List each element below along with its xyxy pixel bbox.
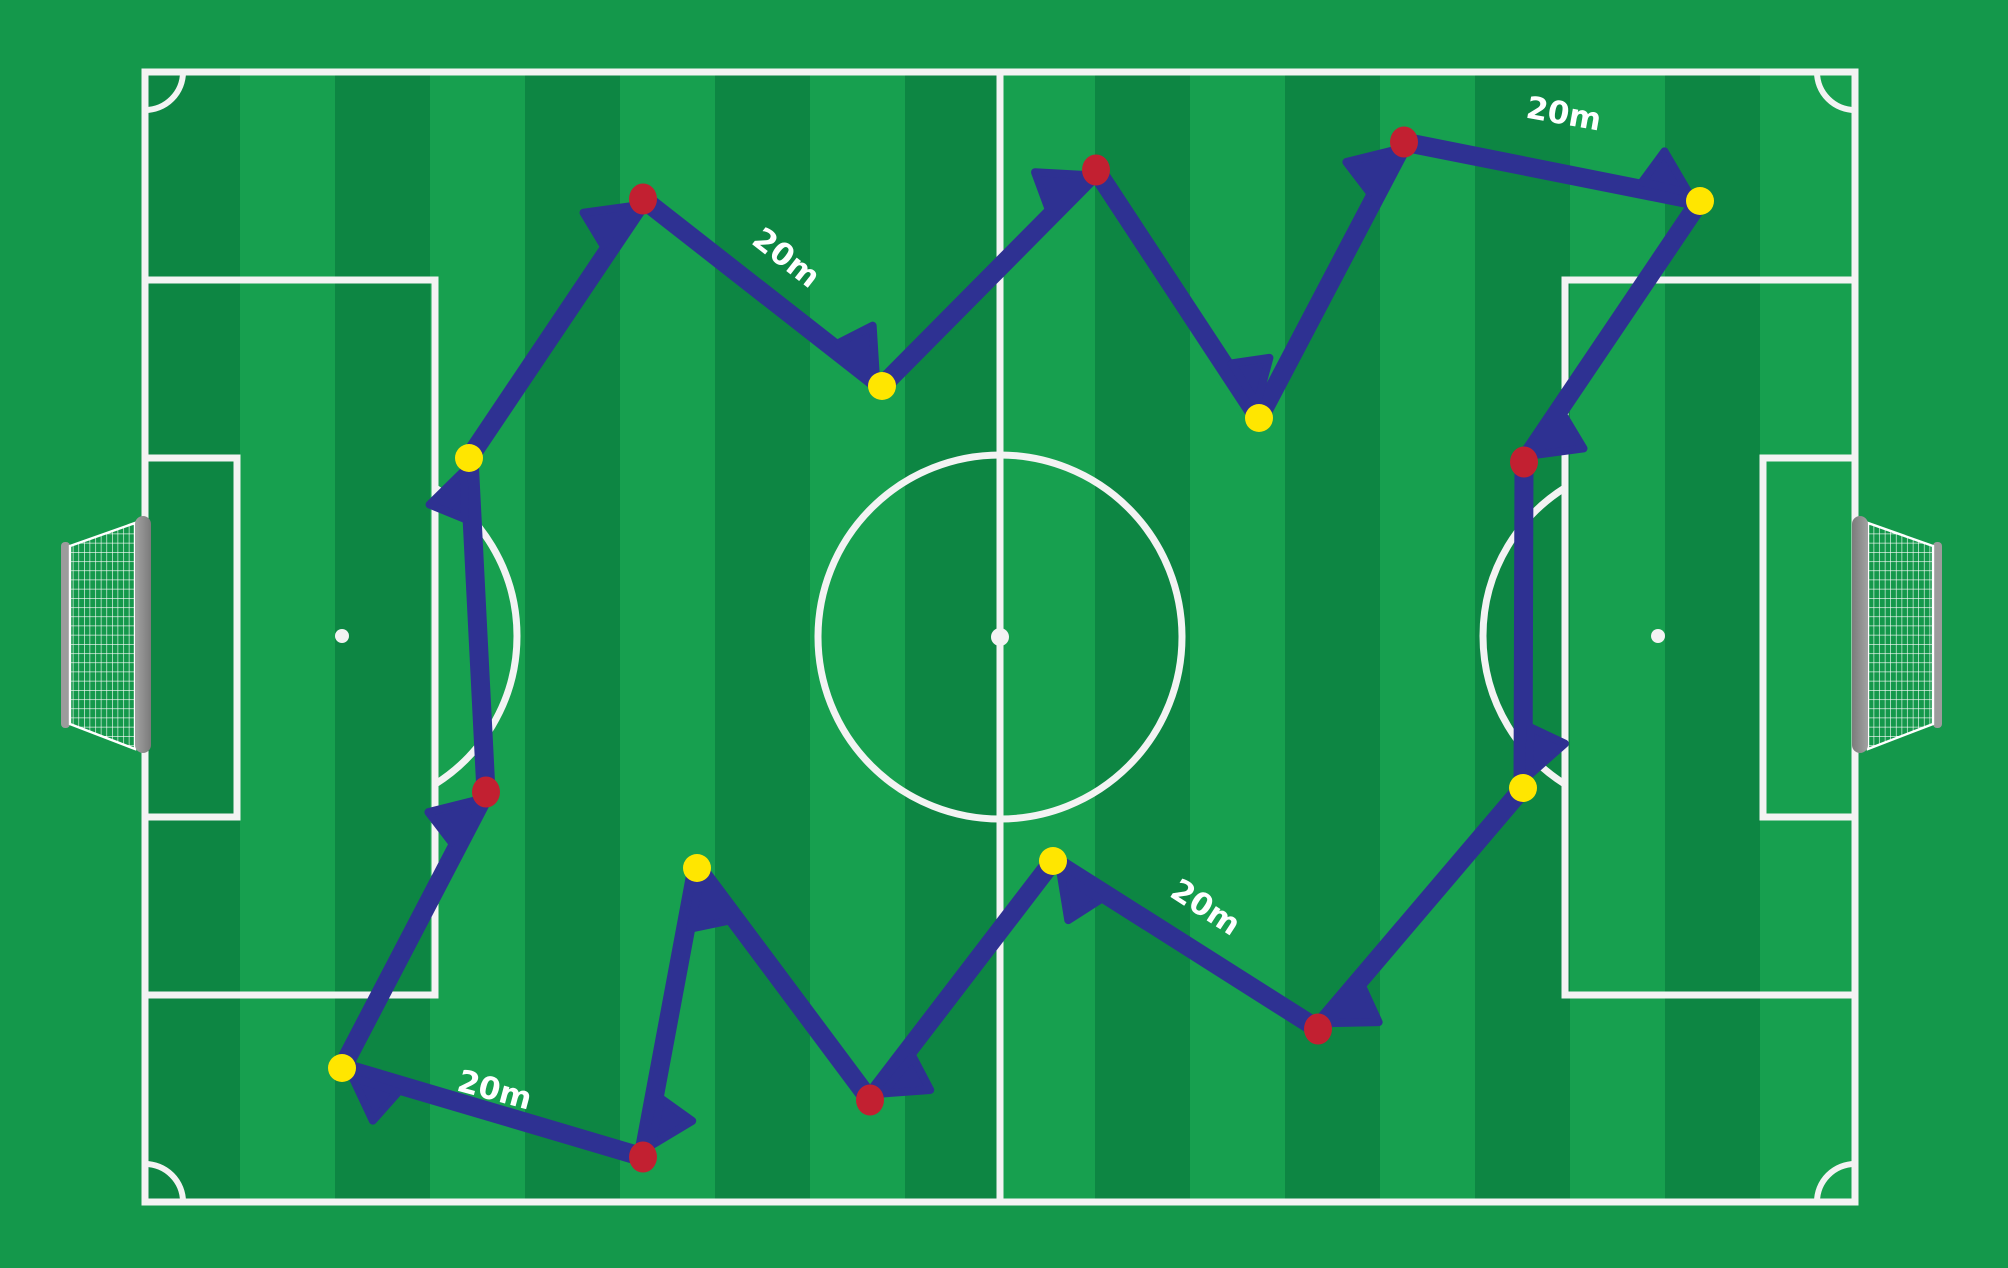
goal-back-bar xyxy=(61,542,70,728)
corner-arc-bottom-right xyxy=(1814,1161,1856,1203)
pitch-stripe xyxy=(1665,72,1761,1202)
drill-arrowhead xyxy=(834,321,880,378)
goal-back-bar xyxy=(1933,542,1942,728)
drill-segment-L-M xyxy=(633,858,707,1167)
red-cone xyxy=(1390,126,1418,158)
goal-post-bar xyxy=(1852,516,1868,753)
pitch-stripe xyxy=(240,72,336,1202)
drill-segment-G-H xyxy=(1513,452,1534,798)
pitch-stripe xyxy=(905,72,1001,1202)
center-circle xyxy=(814,451,1186,823)
pitch-stripe xyxy=(1760,72,1855,1202)
corner-arc-top-left xyxy=(144,71,186,113)
drill-segment-N-O xyxy=(332,782,496,1078)
drill-arrowhead xyxy=(686,877,732,933)
yellow-cone xyxy=(868,372,896,400)
pitch-stripe xyxy=(1285,72,1381,1202)
goal-post-bar xyxy=(135,516,151,753)
drill-arrowhead xyxy=(1524,723,1569,780)
drill-arrowhead xyxy=(1342,146,1397,197)
yellow-cone xyxy=(1509,774,1537,802)
cone-markers xyxy=(328,126,1714,1173)
drill-segment-C-D xyxy=(1086,160,1269,428)
drill-segment-H-J xyxy=(1308,778,1533,1039)
red-cone xyxy=(629,1141,657,1173)
drill-arrowhead xyxy=(348,1073,403,1125)
penalty-spot-left xyxy=(335,629,349,643)
drill-segment-O-P xyxy=(459,448,496,802)
yellow-cone xyxy=(1245,404,1273,432)
goal-net xyxy=(1866,521,1935,751)
drill-segment-J-I xyxy=(1043,851,1328,1039)
drill-segment-K-L xyxy=(687,858,880,1110)
drill-segment-D-E xyxy=(1249,132,1414,428)
corner-arc-bottom-left xyxy=(144,1161,186,1203)
goal-right xyxy=(1852,516,1942,753)
drill-segment-E-F xyxy=(1394,132,1710,211)
pitch-stripe xyxy=(1095,72,1191,1202)
red-cone xyxy=(1510,446,1538,478)
corner-arc-top-right xyxy=(1814,71,1856,113)
red-cone xyxy=(856,1084,884,1116)
goal-net xyxy=(68,521,137,751)
center-spot xyxy=(991,628,1009,646)
drill-arrowhead xyxy=(647,1094,697,1150)
yellow-cone xyxy=(455,444,483,472)
red-cone xyxy=(1082,154,1110,186)
drill-segment-M-N xyxy=(332,1058,653,1167)
penalty-spot-right xyxy=(1651,629,1665,643)
pitch-stripe xyxy=(335,72,431,1202)
red-cone xyxy=(1304,1013,1332,1045)
drill-path xyxy=(332,132,1710,1167)
drill-arrowhead xyxy=(1031,168,1087,212)
drill-segment-I-K xyxy=(860,851,1063,1110)
drill-arrowhead xyxy=(425,466,469,523)
drill-arrowhead xyxy=(1056,868,1105,925)
yellow-cone xyxy=(1686,187,1714,215)
yellow-cone xyxy=(683,854,711,882)
pitch-stripe xyxy=(810,72,906,1202)
pitch-stripe xyxy=(1190,72,1286,1202)
pitch-stripe xyxy=(1380,72,1476,1202)
drill-arrowheads xyxy=(348,146,1693,1150)
stripe-group xyxy=(145,72,1855,1202)
drill-arrowhead xyxy=(1227,353,1274,409)
yellow-cone xyxy=(1039,847,1067,875)
goal-left xyxy=(61,516,151,753)
drill-arrowhead xyxy=(878,1052,935,1098)
corner-arcs xyxy=(144,71,1856,1203)
drill-segment-F-G xyxy=(1514,191,1710,472)
pitch-stripe xyxy=(145,72,241,1202)
drill-segment-A-B xyxy=(633,189,892,396)
drill-arrowhead xyxy=(1637,147,1693,197)
red-cone xyxy=(472,776,500,808)
drill-arrowhead xyxy=(424,796,479,847)
yellow-cone xyxy=(328,1054,356,1082)
red-cone xyxy=(629,183,657,215)
drill-arrowhead xyxy=(1531,411,1588,459)
drill-segment-P-A xyxy=(459,189,653,468)
drill-arrowhead xyxy=(579,202,636,250)
drill-arrowhead xyxy=(1326,983,1383,1028)
drill-segment-B-C xyxy=(872,160,1106,396)
